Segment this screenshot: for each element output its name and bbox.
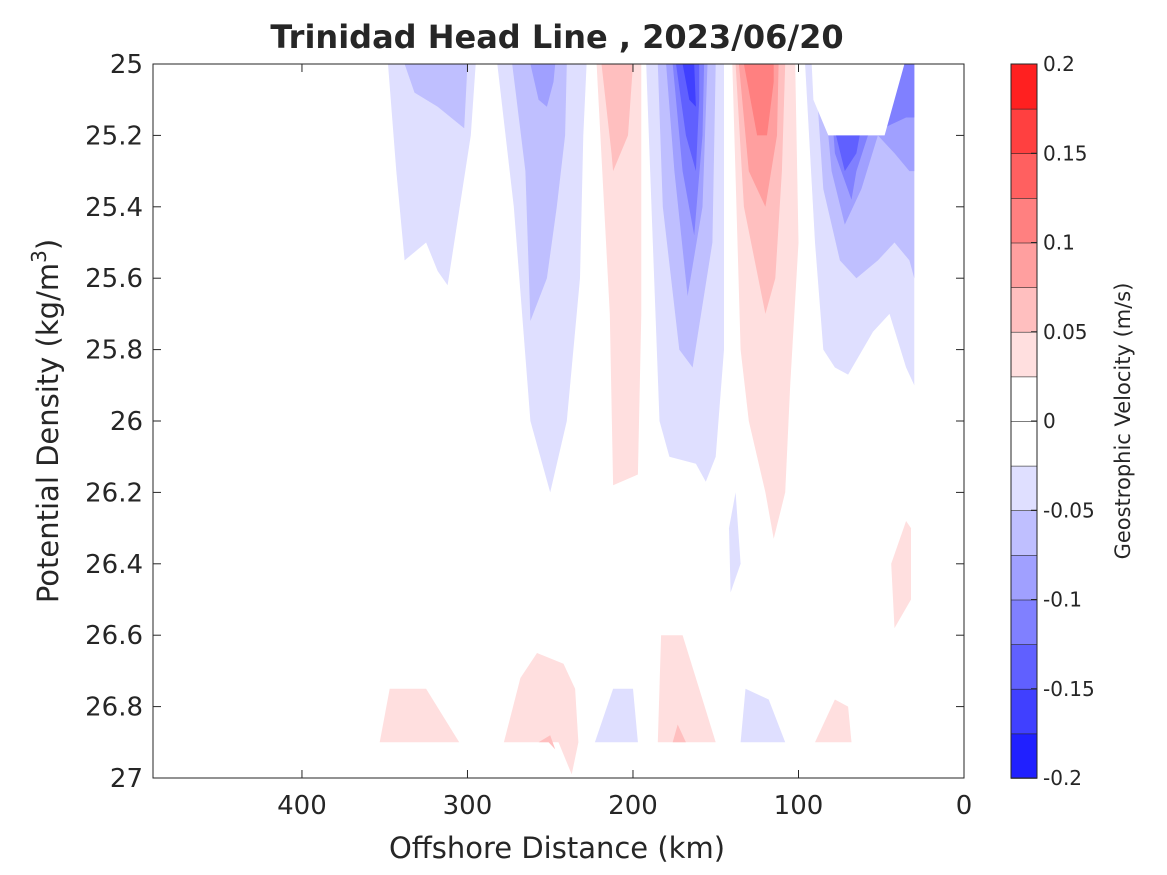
y-tick-label: 26.4 [85,550,143,580]
colorbar-band [1010,376,1038,422]
colorbar-label: Geostrophic Velocity (m/s) [1111,283,1135,560]
colorbar-band [1010,286,1038,333]
colorbar-band [1010,153,1038,199]
x-axis: 400 300 200 100 0 [277,64,972,821]
colorbar-ticks: -0.2 -0.15 -0.1 -0.05 0 0.05 0.1 0.15 0.2 [1031,52,1095,790]
y-tick-label: 25.6 [85,264,143,294]
colorbar-tick-label: 0 [1043,409,1056,433]
colorbar-band [1010,733,1038,779]
x-tick-label: 200 [608,791,658,821]
contour-region [743,64,774,136]
colorbar-band [1010,331,1038,378]
colorbar-tick-label: -0.2 [1043,766,1082,790]
colorbar-band [1010,554,1038,601]
colorbar-band [1010,420,1038,467]
y-tick-label: 25.2 [85,121,143,151]
contour-region [596,64,642,486]
colorbar-tick-label: 0.2 [1043,52,1075,76]
colorbar-tick-label: 0.05 [1043,320,1088,344]
contour-region [594,688,638,743]
x-tick-label: 0 [956,791,973,821]
contour-region [815,699,852,743]
contour-region [404,64,468,129]
contour-region [740,688,786,743]
y-tick-label: 25.4 [85,193,143,223]
colorbar-band [1010,688,1038,735]
colorbar-band [1010,197,1038,244]
contour-region [379,688,460,743]
colorbar-band [1010,108,1038,154]
contour-region [601,64,633,172]
contour-region [682,64,696,107]
y-tick-label: 26.2 [85,478,143,508]
colorbar-band [1010,465,1038,512]
y-tick-label: 25 [110,50,143,80]
y-axis-label: Potential Density (kg/m3) [27,239,65,603]
y-tick-label: 26.8 [85,693,143,723]
contour-region [811,64,905,136]
colorbar-band [1010,509,1038,556]
contour-region [512,64,567,321]
contour-fill [379,64,915,775]
colorbar-band [1010,643,1038,690]
contour-region [530,64,556,107]
colorbar [1010,63,1038,779]
colorbar-tick-label: 0.15 [1043,141,1088,165]
y-tick-label: 25.8 [85,336,143,366]
colorbar-tick-label: -0.1 [1043,588,1082,612]
x-tick-label: 400 [277,791,327,821]
colorbar-tick-label: -0.05 [1043,498,1095,522]
colorbar-band [1010,599,1038,645]
contour-region [503,653,579,775]
chart-title: Trinidad Head Line , 2023/06/20 [270,18,843,56]
y-axis: 25 25.2 25.4 25.6 25.8 26 26.2 26.4 26.6 26.8 27 [85,50,964,794]
x-tick-label: 300 [443,791,493,821]
y-tick-label: 27 [110,764,143,794]
colorbar-band [1010,242,1038,288]
contour-region [672,724,686,743]
contour-region [538,735,556,750]
x-axis-label: Offshore Distance (km) [389,831,725,865]
y-tick-label: 26 [110,407,143,437]
contour-region [657,635,716,743]
contour-region [891,521,911,629]
colorbar-band [1010,63,1038,110]
y-tick-label: 26.6 [85,621,143,651]
x-tick-label: 100 [774,791,824,821]
colorbar-tick-label: -0.15 [1043,677,1095,701]
colorbar-tick-label: 0.1 [1043,231,1075,255]
contour-region [729,492,741,593]
